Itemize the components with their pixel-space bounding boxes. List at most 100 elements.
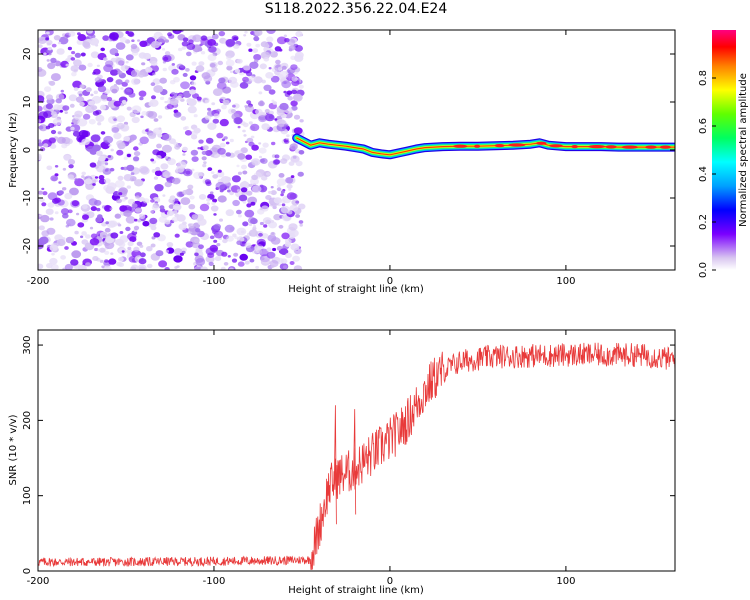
noise-speckle: [179, 64, 184, 69]
top-x-ticks: -200 -100 0 100: [27, 30, 575, 287]
noise-speckle: [280, 205, 291, 214]
noise-speckle: [174, 213, 180, 218]
noise-speckle: [216, 81, 227, 90]
noise-speckle: [290, 155, 300, 163]
noise-speckle: [178, 143, 183, 146]
noise-speckle: [125, 61, 129, 64]
noise-speckle: [244, 242, 252, 248]
noise-speckle: [281, 232, 290, 240]
noise-speckle: [231, 175, 241, 183]
noise-speckle: [226, 55, 232, 61]
noise-speckle: [89, 162, 97, 168]
noise-speckle: [286, 134, 290, 138]
noise-speckle: [54, 165, 59, 168]
noise-speckle: [219, 118, 229, 127]
noise-speckle: [56, 48, 65, 55]
noise-speckle: [152, 149, 160, 156]
noise-speckle: [261, 123, 270, 131]
signal-hotspot: [588, 145, 606, 149]
noise-speckle: [104, 241, 115, 250]
noise-speckle: [71, 71, 77, 77]
noise-speckle: [110, 148, 114, 152]
noise-speckle: [294, 45, 304, 52]
noise-speckle: [207, 167, 213, 172]
noise-speckle: [74, 52, 82, 58]
noise-speckle: [193, 127, 201, 134]
noise-speckle: [295, 214, 300, 218]
noise-speckle: [125, 88, 131, 93]
noise-speckle: [106, 77, 114, 83]
noise-speckle: [221, 104, 227, 110]
noise-speckle: [244, 30, 248, 34]
noise-speckle: [67, 159, 76, 165]
colorbar-tick-label: 0.2: [698, 214, 709, 230]
noise-speckle: [220, 176, 231, 184]
noise-speckle: [164, 267, 170, 270]
noise-speckle: [78, 64, 87, 71]
noise-speckle: [236, 164, 240, 168]
noise-speckle: [218, 77, 226, 84]
signal-hotspot: [659, 145, 672, 149]
noise-speckle: [289, 193, 298, 200]
noise-speckle: [222, 238, 228, 244]
noise-speckle: [38, 225, 45, 231]
noise-speckle: [266, 247, 272, 252]
noise-speckle: [250, 201, 256, 206]
noise-speckle: [84, 178, 93, 185]
noise-speckle: [150, 60, 158, 67]
noise-speckle: [215, 232, 219, 236]
noise-speckle: [49, 244, 58, 252]
noise-speckle: [191, 61, 197, 66]
noise-speckle: [236, 227, 247, 236]
noise-speckle: [71, 250, 82, 259]
noise-speckle: [50, 175, 59, 182]
noise-speckle: [147, 111, 158, 119]
noise-speckle: [198, 139, 204, 144]
noise-speckle: [96, 161, 102, 165]
noise-speckle: [217, 169, 222, 173]
noise-speckle: [88, 118, 96, 125]
noise-speckle: [227, 254, 231, 258]
noise-speckle: [237, 261, 245, 267]
noise-speckle: [129, 236, 137, 243]
noise-speckle: [266, 30, 276, 34]
noise-speckle: [294, 54, 304, 62]
noise-speckle: [265, 113, 275, 122]
noise-speckle: [125, 54, 134, 61]
noise-speckle: [248, 183, 253, 187]
noise-speckle: [272, 159, 280, 165]
noise-speckle: [145, 129, 149, 132]
noise-speckle: [113, 100, 122, 107]
noise-speckle: [211, 33, 219, 40]
signal-hotspot: [494, 144, 505, 148]
noise-speckle: [213, 239, 218, 243]
noise-speckle: [248, 121, 253, 125]
x-tick-label: 0: [387, 276, 393, 287]
noise-speckle: [239, 82, 249, 89]
noise-speckle: [70, 65, 79, 72]
noise-speckle: [96, 165, 106, 173]
noise-speckle: [248, 229, 258, 237]
noise-speckle: [45, 103, 54, 110]
noise-speckle: [67, 174, 75, 180]
noise-speckle: [211, 66, 218, 73]
top-x-axis-label: Height of straight line (km): [288, 284, 424, 295]
noise-speckle: [117, 70, 123, 75]
signal-hotspot: [645, 145, 657, 149]
noise-speckle: [93, 90, 99, 95]
noise-speckle: [229, 191, 234, 196]
noise-speckle: [205, 181, 212, 187]
y-tick-label: 0: [22, 147, 33, 153]
x-tick-label: 0: [387, 576, 393, 587]
noise-speckle: [115, 42, 126, 50]
noise-speckle: [260, 41, 269, 48]
noise-speckle: [133, 151, 141, 157]
noise-speckle: [201, 150, 207, 155]
noise-speckle: [106, 96, 113, 102]
noise-speckle: [232, 43, 240, 49]
noise-speckle: [261, 233, 269, 239]
noise-speckle: [292, 255, 300, 262]
noise-speckle: [260, 51, 271, 60]
noise-speckle: [258, 142, 262, 145]
noise-speckle: [99, 105, 107, 111]
